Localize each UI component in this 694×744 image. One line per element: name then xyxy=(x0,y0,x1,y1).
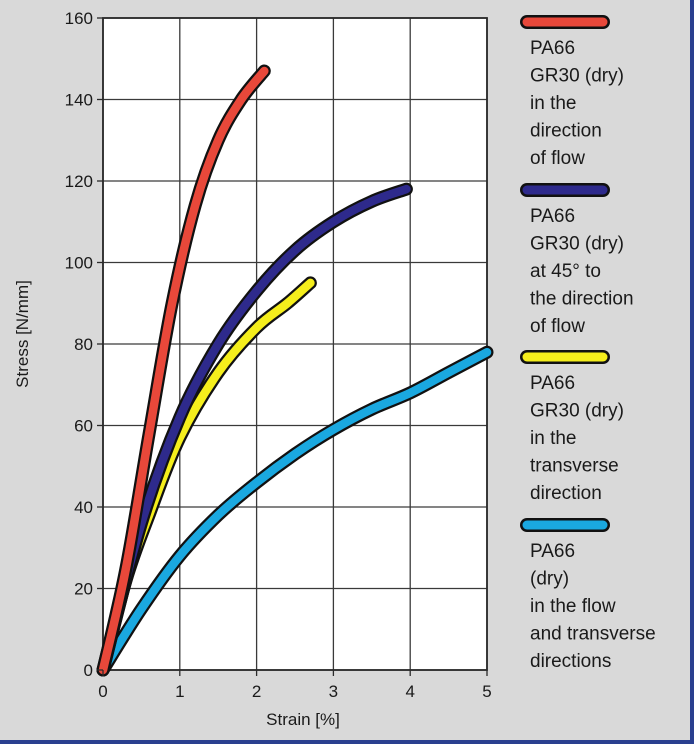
x-tick-label: 2 xyxy=(252,682,261,701)
legend-label-line: direction xyxy=(530,121,602,142)
legend-label-line: PA66 xyxy=(530,206,575,227)
legend-label-line: of flow xyxy=(530,316,585,337)
x-tick-label: 1 xyxy=(175,682,184,701)
y-axis-title: Stress [N/mm] xyxy=(13,280,32,388)
legend-label-line: GR30 (dry) xyxy=(530,401,624,422)
y-tick-label: 60 xyxy=(74,417,93,436)
series-line-3 xyxy=(98,347,492,675)
legend-item-3: PA66 (dry) in the flow and transverse direct… xyxy=(520,518,656,672)
legend-label-line: GR30 (dry) xyxy=(530,66,624,87)
x-tick-label: 4 xyxy=(405,682,414,701)
legend-item-0: PA66 GR30 (dry) in the direction of flow xyxy=(520,15,624,169)
series-line-1 xyxy=(98,184,411,675)
y-tick-label: 20 xyxy=(74,580,93,599)
y-tick-label: 0 xyxy=(84,661,93,680)
legend-label-line: at 45° to xyxy=(530,261,601,282)
y-tick-label: 120 xyxy=(65,172,93,191)
legend-label-line: in the flow xyxy=(530,596,616,617)
legend-label-line: in the xyxy=(530,93,576,114)
legend-label-line: (dry) xyxy=(530,569,569,590)
legend-label-line: PA66 xyxy=(530,541,575,562)
legend-label-line: directions xyxy=(530,651,611,672)
x-tick-label: 5 xyxy=(482,682,491,701)
series-line-0 xyxy=(98,66,269,675)
y-tick-label: 140 xyxy=(65,91,93,110)
x-tick-label: 0 xyxy=(98,682,107,701)
legend-label-line: transverse xyxy=(530,456,619,477)
legend-label-line: PA66 xyxy=(530,373,575,394)
legend-label-line: the direction xyxy=(530,289,634,310)
legend-label-line: and transverse xyxy=(530,624,656,645)
legend-item-2: PA66 GR30 (dry) in the transverse direction xyxy=(520,350,624,504)
legend-label-line: direction xyxy=(530,483,602,504)
y-tick-label: 80 xyxy=(74,335,93,354)
legend-label-line: GR30 (dry) xyxy=(530,234,624,255)
y-tick-label: 160 xyxy=(65,9,93,28)
legend-label-line: of flow xyxy=(530,148,585,169)
legend-item-1: PA66 GR30 (dry) at 45° to the direction of f… xyxy=(520,183,634,337)
legend-label-line: PA66 xyxy=(530,38,575,59)
y-tick-label: 100 xyxy=(65,254,93,273)
x-tick-label: 3 xyxy=(329,682,338,701)
x-axis-title: Strain [%] xyxy=(266,710,340,729)
y-tick-label: 40 xyxy=(74,498,93,517)
legend-label-line: in the xyxy=(530,428,576,449)
